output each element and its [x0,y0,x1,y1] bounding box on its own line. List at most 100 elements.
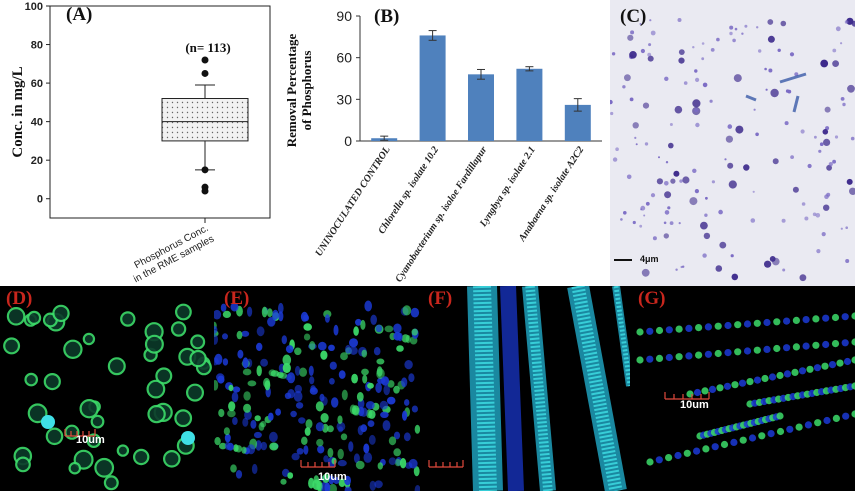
n-label: (n= 113) [185,40,230,55]
chain-cell [720,440,729,449]
panel-label-g: (G) [638,288,666,309]
stained-cell [840,97,845,101]
stained-cell [692,99,701,108]
stained-cell [682,176,690,184]
stained-cell [642,102,650,109]
outlier-point [201,69,209,77]
cell [235,470,243,479]
algal-cell [45,427,64,446]
stained-cell [727,162,734,169]
chain-cell [702,445,710,453]
cell [363,452,373,463]
panel-f: (F) [420,283,634,491]
algal-cell [6,306,26,326]
stained-cell [832,159,836,164]
cell [353,453,360,464]
cell [386,396,396,405]
cell [255,440,262,451]
cell [396,345,404,352]
stained-cell [632,220,636,225]
fluorescence-micrograph-g [636,312,855,466]
cell [304,427,311,436]
chain-cell [716,384,724,392]
stained-cell [804,216,809,221]
stained-cell [667,206,671,210]
chain-cell [665,454,673,462]
cell [356,392,364,402]
cell [231,391,239,403]
filament-background [500,285,524,491]
cell [285,345,294,354]
cell [375,324,383,333]
stained-cell [658,156,660,159]
chain-cell [804,421,812,429]
cell [287,389,295,399]
cell [341,389,348,401]
chain-cell [685,324,693,332]
cell [293,390,303,402]
chain-cell [767,430,775,438]
cell [366,409,373,419]
algal-cell [116,444,130,457]
cell [408,373,415,383]
cell [308,477,315,489]
stained-cell [678,57,685,64]
stained-cell [728,180,737,189]
algal-cell [189,349,207,368]
chain-cell [746,378,754,386]
stained-cell [632,122,639,129]
cell [228,401,236,412]
stained-cell [647,55,654,62]
stained-cell [741,32,744,35]
chain-cell [795,423,803,431]
chain-cell [675,325,683,333]
chain-cell [783,317,791,325]
chain-cell [743,320,752,328]
stained-cell [670,178,676,184]
stained-cell [846,178,853,185]
cell [383,384,390,396]
chain-cell [701,387,709,395]
chain-cell [748,434,757,442]
chain-cell [798,367,807,375]
chain-cell [695,324,703,332]
stained-cell [724,158,727,161]
stained-cell [819,142,824,146]
cell [375,382,382,394]
stained-cell [610,111,614,116]
cell [349,338,358,348]
cell [411,328,418,336]
cell [261,306,268,318]
scale-label-c: 4μm [640,254,659,264]
algal-cell [174,303,192,321]
cell [374,480,383,489]
stained-cell [832,48,837,53]
stained-cell [718,209,723,215]
stained-cell [711,180,715,184]
cell [242,417,249,427]
stained-cell [647,52,652,57]
cell [224,433,231,443]
cell [368,434,376,445]
stained-cell [640,205,646,211]
cell [403,432,411,442]
stained-cell [818,149,822,153]
chain-cell [685,352,693,360]
stained-cell [704,213,708,217]
algal-cell [79,398,99,419]
cell [361,349,368,358]
cell [380,411,389,418]
cell [322,473,330,483]
cell [269,442,279,451]
chain-cell [773,318,781,326]
cell [349,404,357,415]
cell [404,360,413,370]
cell [294,365,301,376]
y-tick-label: 100 [25,1,43,13]
cell [355,318,362,326]
stained-cell [823,138,831,146]
chain-cell [665,326,673,334]
chain-cell [758,432,766,440]
stained-cell [770,88,779,98]
stained-cell [702,253,707,258]
